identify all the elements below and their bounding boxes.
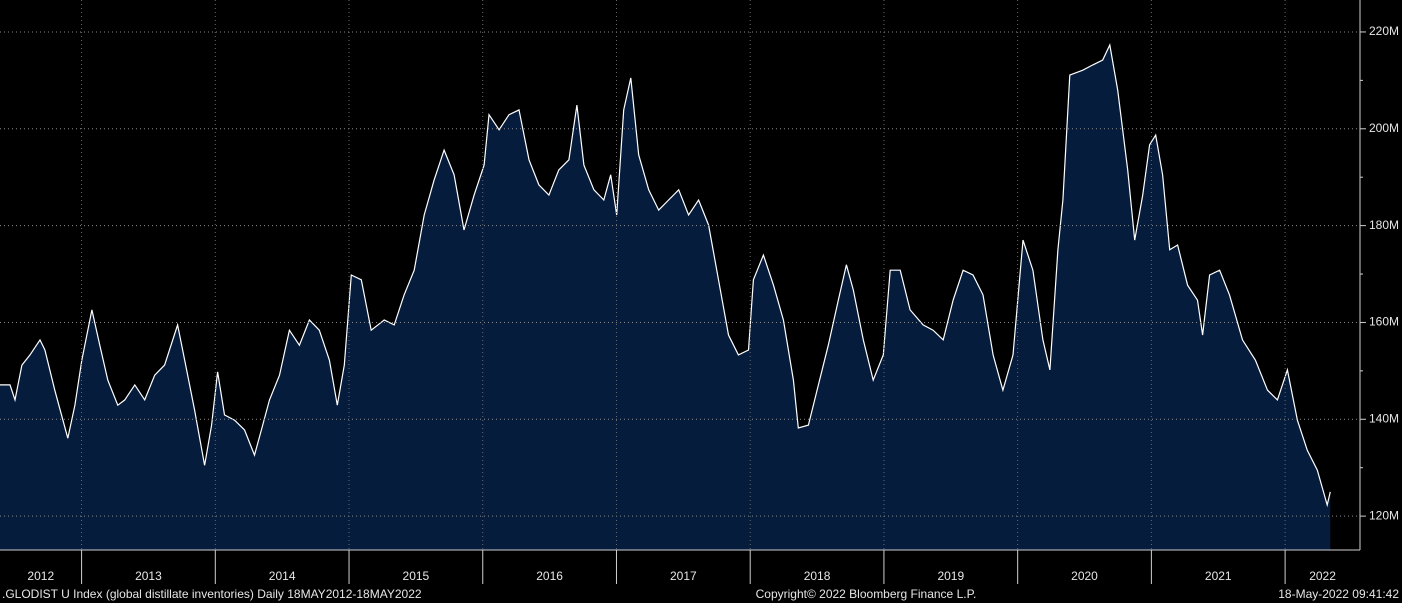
y-tick-label: 140M [1369,411,1399,425]
footer-right: 18-May-2022 09:41:42 [1278,587,1399,601]
y-tick-label: 200M [1369,121,1399,135]
y-tick-label: 220M [1369,24,1399,38]
x-tick-label: 2021 [1205,569,1232,583]
x-tick-label: 2020 [1071,569,1098,583]
y-tick-label: 180M [1369,218,1399,232]
y-tick-label: 160M [1369,315,1399,329]
x-tick-label: 2015 [403,569,430,583]
x-tick-label: 2019 [937,569,964,583]
footer-center: Copyright© 2022 Bloomberg Finance L.P. [756,587,977,601]
area-line [0,43,1331,508]
area-fill [0,45,1331,550]
x-tick-label: 2013 [135,569,162,583]
x-tick-label: 2016 [536,569,563,583]
x-tick-label: 2017 [670,569,697,583]
x-tick-label: 2012 [27,569,54,583]
x-tick-label: 2022 [1309,569,1336,583]
y-tick-label: 120M [1369,508,1399,522]
x-tick-label: 2018 [804,569,831,583]
x-tick-label: 2014 [269,569,296,583]
footer-left: .GLODIST U Index (global distillate inve… [2,587,422,601]
